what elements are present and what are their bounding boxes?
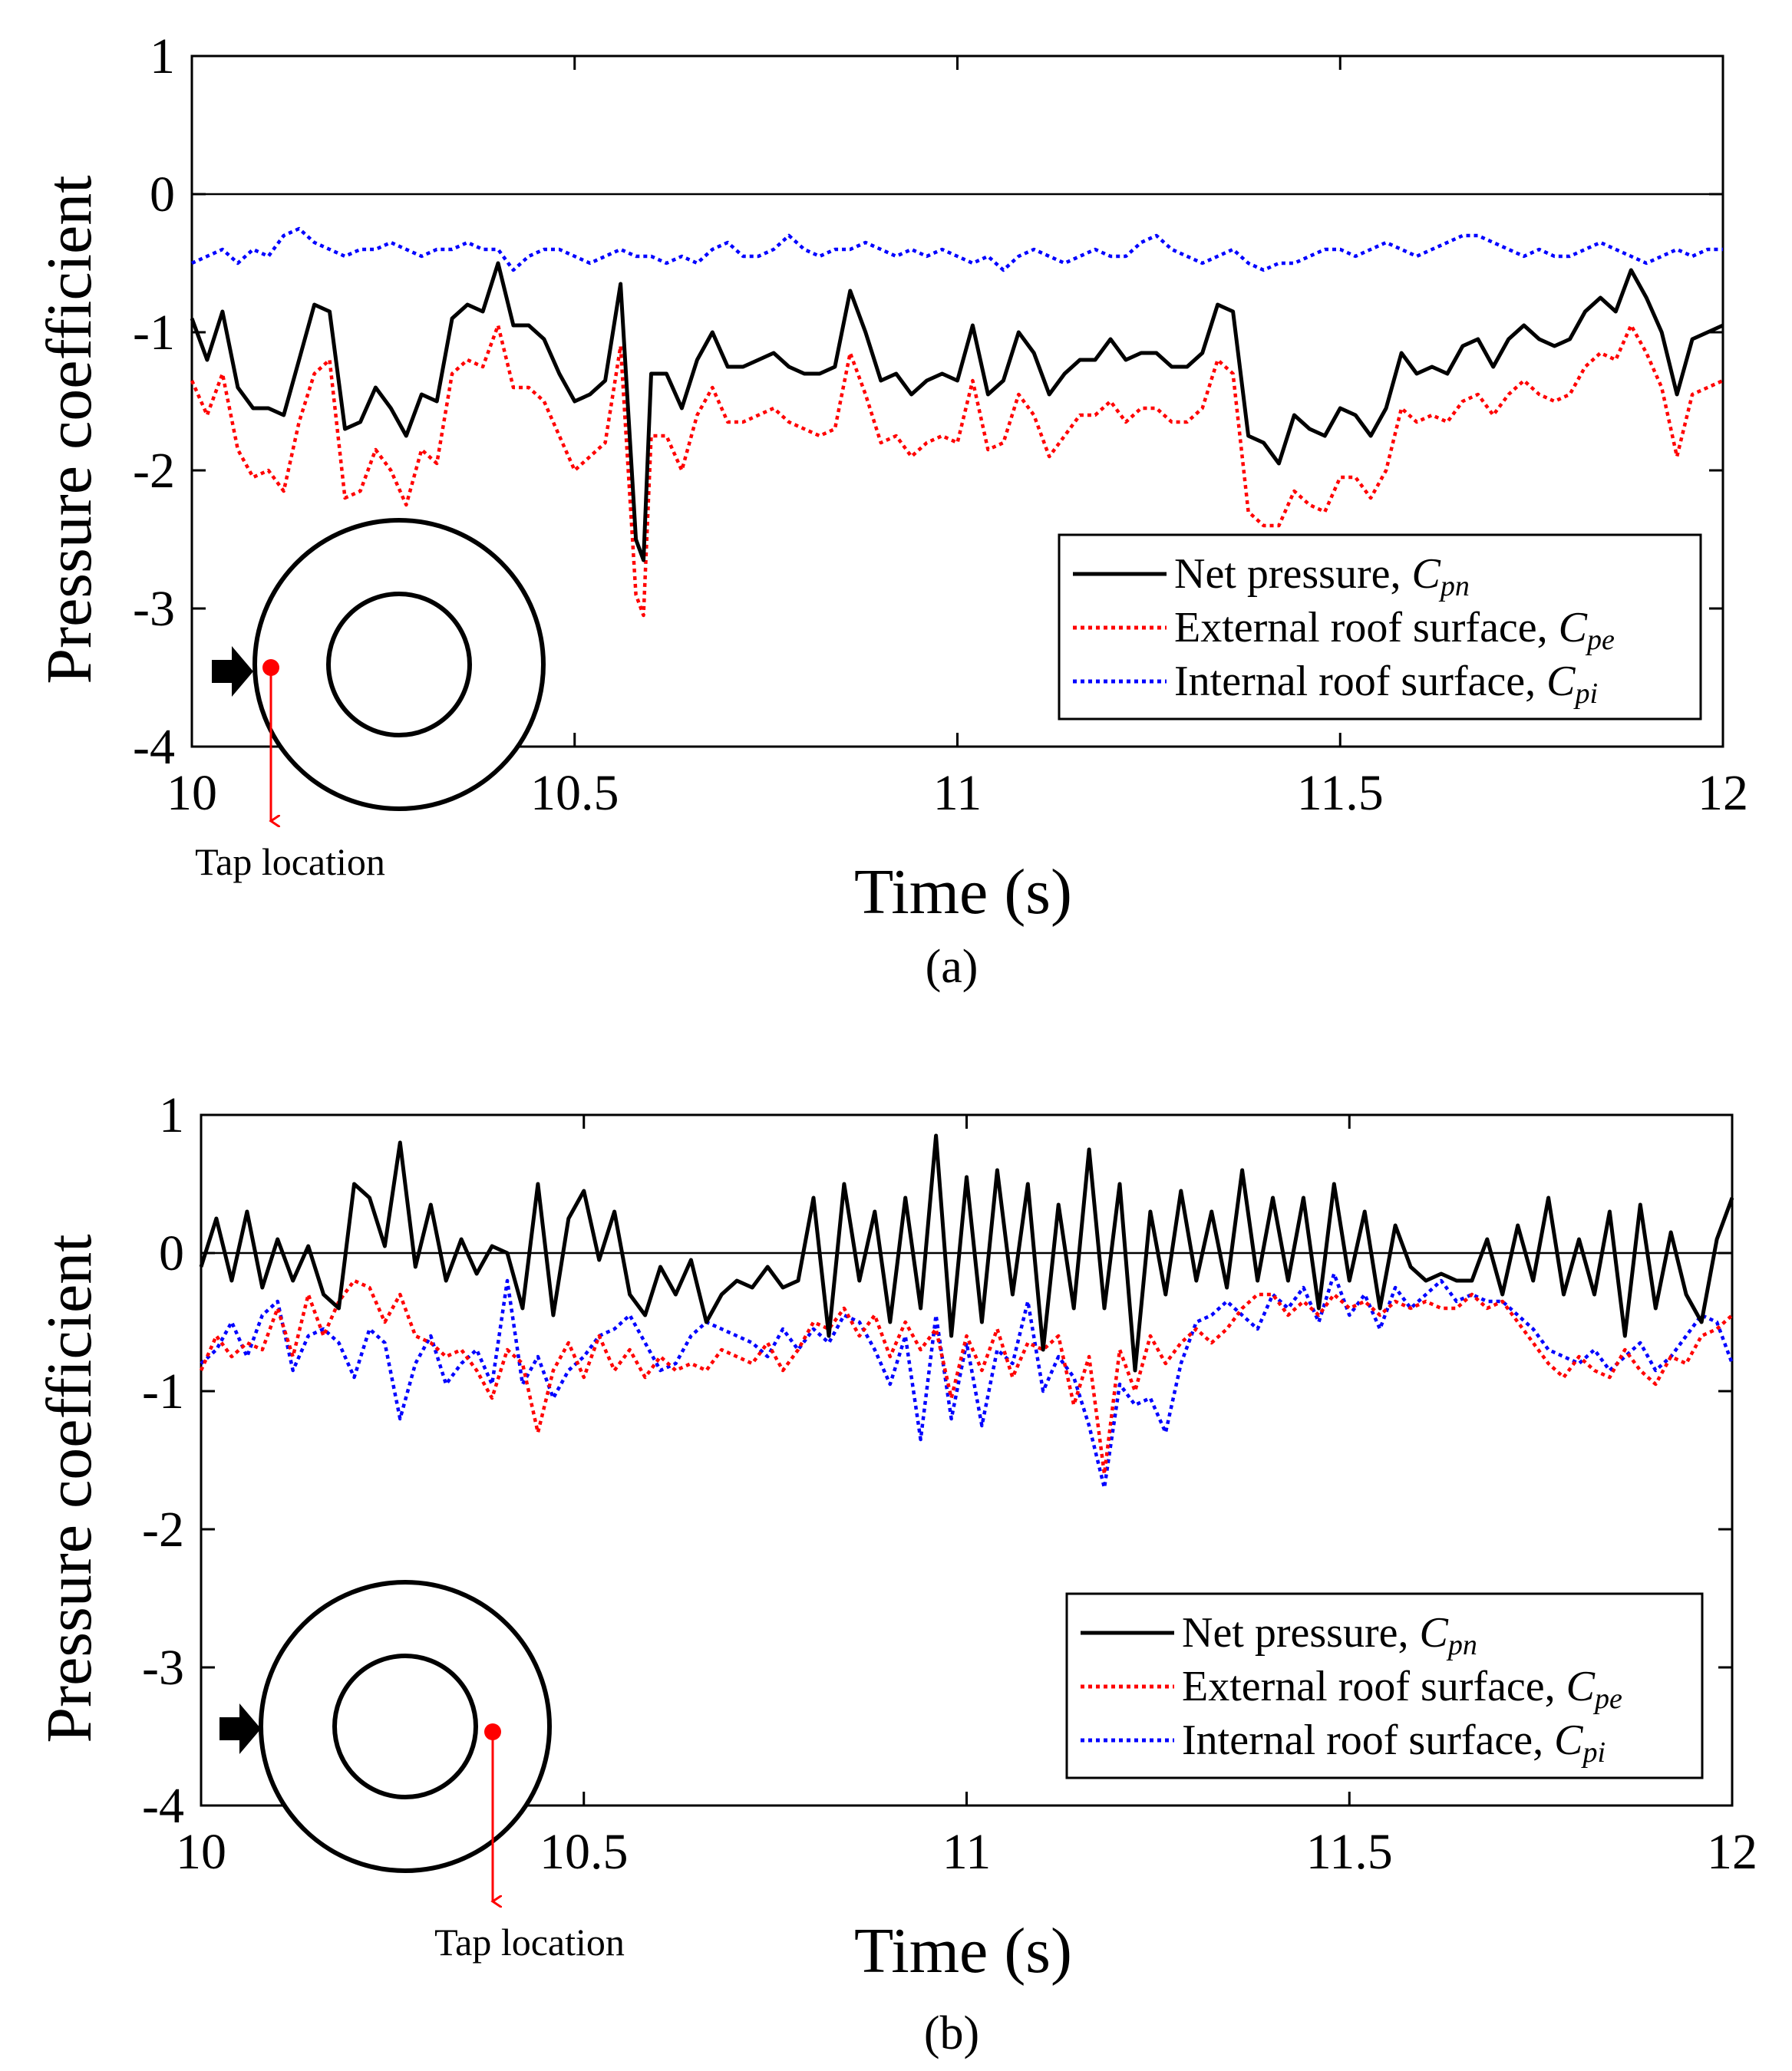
legend-entry-net: Net pressure, Cpn [1081,1609,1477,1661]
series-external-roof [199,1278,1734,1476]
x-tick-label: 11.5 [1297,765,1384,821]
y-tick-label: 1 [159,1087,184,1143]
legend-entry-external: External roof surface, Cpe [1073,604,1615,656]
series-net-pressure [190,261,1724,562]
legend-label-external: External roof surface, Cpe [1174,604,1615,656]
y-tick-label: -3 [133,581,175,637]
y-tick-label: 1 [150,28,175,84]
legend-entry-internal: Internal roof surface, Cpi [1073,658,1598,710]
x-tick-label: 11.5 [1306,1824,1393,1880]
tap-location-label: Tap location [195,840,385,883]
series-internal-roof [191,226,1723,272]
wind-direction-arrow-icon [212,646,253,697]
panel-caption: (a) [926,941,979,993]
x-tick-labels: 10 10.5 11 11.5 12 [176,1824,1757,1880]
y-tick-labels: 1 0 -1 -2 -3 -4 [142,1087,184,1834]
legend-label-net: Net pressure, Cpn [1174,550,1470,602]
inner-ring [332,1654,478,1799]
plot-area [190,54,1724,748]
inner-ring [326,592,472,737]
x-axis-label: Time (s) [854,856,1072,928]
x-tick-label: 10 [176,1824,226,1880]
y-tick-label: -1 [142,1364,184,1420]
roof-plan-inset: Tap location [195,518,546,883]
x-tick-label: 12 [1698,765,1748,821]
wind-direction-arrow-icon [219,1703,261,1754]
x-tick-label: 10.5 [540,1824,629,1880]
legend-box [1065,1592,1704,1779]
series-net-pressure [199,1133,1734,1373]
x-tick-label: 12 [1707,1824,1757,1880]
tap-location-label: Tap location [434,1921,625,1964]
legend-entry-internal: Internal roof surface, Cpi [1081,1716,1606,1769]
series-external-roof [190,323,1724,618]
x-tick-label: 10 [167,765,217,821]
legend: Net pressure, Cpn External roof surface,… [1065,1592,1704,1779]
y-tick-label: -2 [133,443,175,499]
x-axis-label: Time (s) [854,1915,1072,1987]
y-tick-label: -4 [133,719,175,775]
x-tick-label: 11 [942,1824,992,1880]
legend-entry-net: Net pressure, Cpn [1073,550,1470,602]
legend-label-internal: Internal roof surface, Cpi [1174,658,1598,710]
y-tick-label: 0 [150,167,175,223]
panel-b: Pressure coefficient 10-1-2-3-4 10 10.5 11… [34,1087,1757,2059]
y-tick-label: -3 [142,1640,184,1696]
legend-label-external: External roof surface, Cpe [1182,1663,1622,1715]
series-internal-roof [200,1271,1734,1490]
y-tick-label: -2 [142,1502,184,1558]
x-tick-label: 10.5 [530,765,619,821]
roof-plan-inset: Tap location [219,1580,625,1964]
x-tick-labels: 10 10.5 11 11.5 12 [167,765,1748,821]
y-axis-label: Pressure coefficient [34,1234,105,1743]
y-tick-label: 0 [159,1225,184,1281]
panel-caption: (b) [924,2007,979,2059]
y-tick-label: -4 [142,1778,184,1834]
plot-area [199,1113,1734,1807]
x-tick-label: 11 [933,765,982,821]
panel-a: Pressure coefficient 10-1-2-3-4 10 10.5 11… [34,28,1748,993]
y-tick-labels: 1 0 -1 -2 -3 -4 [133,28,175,775]
legend-entry-external: External roof surface, Cpe [1081,1663,1622,1715]
legend-label-internal: Internal roof surface, Cpi [1182,1716,1606,1769]
legend-label-net: Net pressure, Cpn [1182,1609,1477,1661]
legend: Net pressure, Cpn External roof surface,… [1058,533,1702,721]
y-tick-label: -1 [133,305,175,361]
y-axis-label: Pressure coefficient [34,175,105,684]
